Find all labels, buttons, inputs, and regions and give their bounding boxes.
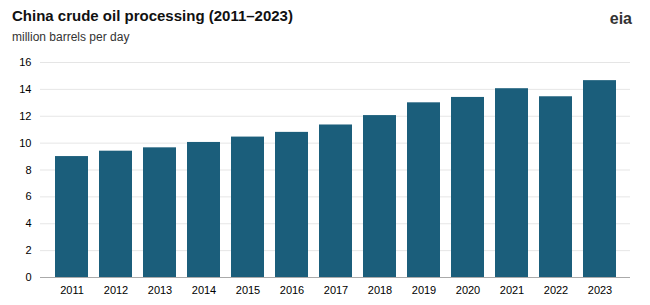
svg-text:16: 16 (19, 56, 31, 68)
svg-text:2018: 2018 (368, 284, 392, 296)
svg-text:4: 4 (25, 217, 31, 229)
svg-text:2021: 2021 (500, 284, 524, 296)
svg-text:0: 0 (25, 271, 31, 283)
svg-text:14: 14 (19, 83, 31, 95)
svg-text:10: 10 (19, 137, 31, 149)
html-text:million barrels per day: million barrels per day (12, 30, 130, 44)
svg-text:2012: 2012 (104, 284, 128, 296)
svg-text:2015: 2015 (236, 284, 260, 296)
svg-text:2013: 2013 (148, 284, 172, 296)
svg-text:2019: 2019 (412, 284, 436, 296)
svg-text:2011: 2011 (60, 284, 84, 296)
svg-text:2020: 2020 (456, 284, 480, 296)
svg-text:2017: 2017 (324, 284, 348, 296)
html-text:eia: eia (609, 10, 632, 27)
svg-text:2014: 2014 (192, 284, 216, 296)
svg-text:8: 8 (25, 164, 31, 176)
svg-text:2016: 2016 (280, 284, 304, 296)
svg-text:12: 12 (19, 110, 31, 122)
html-text:China crude oil processing (20: China crude oil processing (2011–2023) (12, 7, 293, 24)
svg-text:2022: 2022 (544, 284, 568, 296)
svg-text:2: 2 (25, 244, 31, 256)
svg-text:2023: 2023 (588, 284, 612, 296)
svg-text:6: 6 (25, 190, 31, 202)
